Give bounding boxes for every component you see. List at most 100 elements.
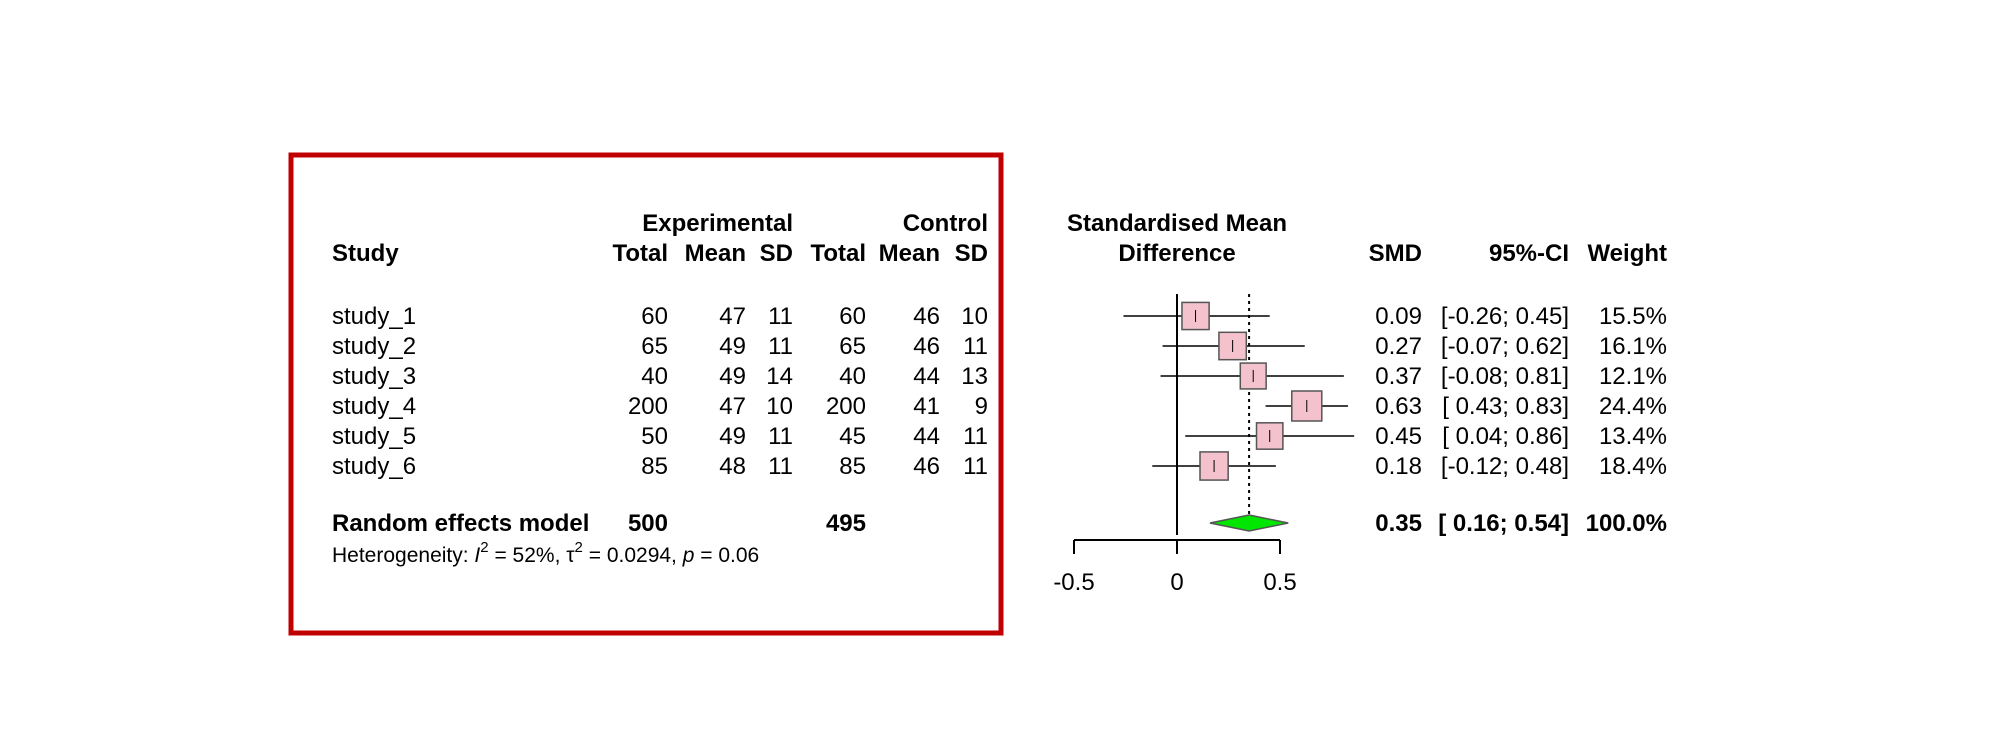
cell-e-mean: 47 (719, 393, 746, 420)
cell-c-total: 40 (839, 363, 866, 390)
cell-e-total: 60 (641, 303, 668, 330)
header-experimental: Experimental (642, 210, 793, 237)
x-tick-label: 0.5 (1263, 569, 1296, 596)
cell-e-sd: 11 (768, 333, 793, 360)
cell-smd: 0.18 (1375, 453, 1422, 480)
cell-c-total: 200 (826, 393, 866, 420)
study-name: study_1 (332, 303, 416, 330)
cell-ci: [-0.07; 0.62] (1441, 333, 1569, 360)
cell-e-sd: 11 (768, 303, 793, 330)
cell-e-mean: 48 (719, 453, 746, 480)
cell-ci: [ 0.04; 0.86] (1442, 423, 1569, 450)
cell-e-sd: 10 (766, 393, 793, 420)
het-i2-value: = 52%, (489, 544, 567, 567)
cell-c-total: 45 (839, 423, 866, 450)
cell-e-mean: 49 (719, 333, 746, 360)
cell-c-mean: 44 (913, 423, 940, 450)
cell-c-mean: 46 (913, 453, 940, 480)
het-i2-symbol: I (474, 544, 480, 567)
plot-graphics: -0.5 0 0.5 (1053, 294, 1355, 596)
cell-c-sd: 11 (963, 423, 988, 450)
table-row: study_5 50 49 11 45 44 11 0.45 [ 0.04; 0.86] 13.4… (332, 423, 1667, 450)
het-tau-value: = 0.0294, (583, 544, 683, 567)
table-row: study_3 40 49 14 40 44 13 0.37 [-0.08; 0.81] 12.1… (332, 363, 1667, 390)
cell-c-mean: 46 (913, 303, 940, 330)
header-c-total: Total (810, 240, 866, 267)
pooled-row: Random effects model 500 495 0.35 [ 0.16… (332, 510, 1667, 537)
cell-ci: [-0.26; 0.45] (1441, 303, 1569, 330)
header-c-mean: Mean (879, 240, 940, 267)
cell-e-total: 50 (641, 423, 668, 450)
cell-weight: 13.4% (1599, 423, 1667, 450)
heterogeneity-text: Heterogeneity: I2 = 52%, τ2 = 0.0294, p … (332, 539, 759, 567)
cell-c-sd: 11 (963, 453, 988, 480)
cell-ci: [ 0.43; 0.83] (1442, 393, 1569, 420)
pooled-c-total: 495 (826, 510, 866, 537)
x-tick-label: 0 (1170, 569, 1183, 596)
header-smd: SMD (1369, 240, 1422, 267)
cell-c-sd: 10 (961, 303, 988, 330)
cell-smd: 0.37 (1375, 363, 1422, 390)
cell-c-sd: 11 (963, 333, 988, 360)
effect-square (1255, 422, 1284, 450)
het-tau-exp: 2 (575, 539, 583, 556)
cell-weight: 12.1% (1599, 363, 1667, 390)
het-p-value: = 0.06 (694, 544, 759, 567)
table-row: study_4 200 47 10 200 41 9 0.63 [ 0.43; 0.83] 24.… (332, 393, 1667, 420)
pooled-smd: 0.35 (1375, 510, 1422, 537)
header-e-sd: SD (760, 240, 793, 267)
cell-e-total: 85 (641, 453, 668, 480)
cell-smd: 0.09 (1375, 303, 1422, 330)
cell-e-total: 200 (628, 393, 668, 420)
cell-e-mean: 47 (719, 303, 746, 330)
cell-e-sd: 11 (768, 423, 793, 450)
study-name: study_5 (332, 423, 416, 450)
header-c-sd: SD (955, 240, 988, 267)
cell-e-total: 65 (641, 333, 668, 360)
het-prefix: Heterogeneity: (332, 544, 474, 567)
table-row: study_1 60 47 11 60 46 10 0.09 [-0.26; 0.45] 15.5… (332, 303, 1667, 330)
cell-e-sd: 14 (766, 363, 793, 390)
cell-smd: 0.45 (1375, 423, 1422, 450)
cell-weight: 24.4% (1599, 393, 1667, 420)
cell-e-total: 40 (641, 363, 668, 390)
table-row: study_2 65 49 11 65 46 11 0.27 [-0.07; 0.62] 16.1… (332, 333, 1667, 360)
cell-c-total: 60 (839, 303, 866, 330)
effect-square (1239, 362, 1267, 390)
x-tick-label: -0.5 (1053, 569, 1094, 596)
cell-c-mean: 41 (913, 393, 940, 420)
study-name: study_2 (332, 333, 416, 360)
cell-c-mean: 44 (913, 363, 940, 390)
cell-e-sd: 11 (768, 453, 793, 480)
het-tau-symbol: τ (566, 544, 575, 567)
header-study: Study (332, 240, 399, 267)
cell-c-sd: 13 (961, 363, 988, 390)
effect-square (1291, 390, 1323, 422)
header-ci: 95%-CI (1489, 240, 1569, 267)
cell-c-total: 85 (839, 453, 866, 480)
header-effect-line2: Difference (1118, 240, 1235, 267)
cell-e-mean: 49 (719, 423, 746, 450)
cell-smd: 0.63 (1375, 393, 1422, 420)
pooled-label: Random effects model (332, 510, 589, 537)
cell-weight: 16.1% (1599, 333, 1667, 360)
header-e-mean: Mean (685, 240, 746, 267)
cell-ci: [-0.08; 0.81] (1441, 363, 1569, 390)
pooled-e-total: 500 (628, 510, 668, 537)
het-i2-exp: 2 (480, 539, 488, 556)
study-rows: study_1 60 47 11 60 46 10 0.09 [-0.26; 0.45] 15.5… (332, 303, 1667, 480)
het-p-symbol: p (682, 544, 695, 567)
cell-smd: 0.27 (1375, 333, 1422, 360)
study-name: study_6 (332, 453, 416, 480)
study-name: study_3 (332, 363, 416, 390)
header-control: Control (903, 210, 988, 237)
cell-e-mean: 49 (719, 363, 746, 390)
header-weight: Weight (1587, 240, 1667, 267)
pooled-weight: 100.0% (1586, 510, 1667, 537)
study-name: study_4 (332, 393, 416, 420)
header-effect-line1: Standardised Mean (1067, 210, 1287, 237)
pooled-ci: [ 0.16; 0.54] (1438, 510, 1569, 537)
cell-c-total: 65 (839, 333, 866, 360)
pooled-diamond (1209, 514, 1289, 532)
cell-c-mean: 46 (913, 333, 940, 360)
